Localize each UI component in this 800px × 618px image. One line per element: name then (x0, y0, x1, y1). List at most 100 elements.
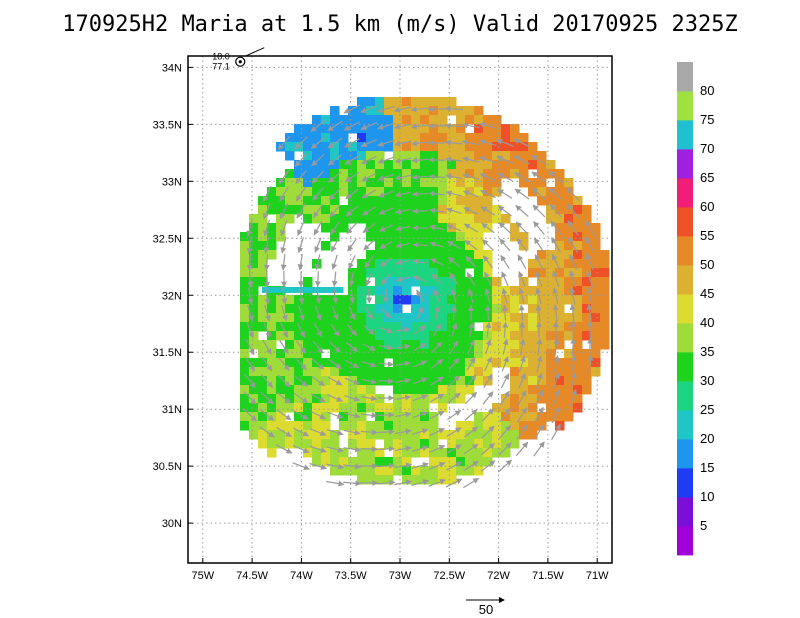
wind-cell (474, 412, 484, 422)
wind-cell (546, 403, 556, 413)
wind-vector (568, 236, 578, 253)
wind-cell (375, 250, 385, 260)
wind-cell (393, 268, 403, 278)
wind-cell (528, 412, 538, 422)
wind-cell (447, 322, 457, 332)
wind-cell (537, 160, 547, 170)
wind-cell (546, 160, 556, 170)
wind-cell (402, 439, 412, 449)
wind-cell (555, 277, 565, 287)
wind-vector (310, 120, 326, 132)
wind-cell (447, 106, 457, 116)
wind-cell (564, 313, 574, 323)
annotation-dot (238, 60, 242, 64)
wind-cell (591, 232, 601, 242)
wind-cell (456, 457, 466, 467)
wind-cell (375, 286, 385, 296)
wind-vector (450, 288, 457, 303)
wind-vector (499, 407, 511, 423)
wind-cell (420, 421, 430, 431)
wind-vector (360, 105, 378, 114)
wind-cell (474, 340, 484, 350)
wind-cell (474, 142, 484, 152)
wind-cell (339, 358, 349, 368)
wind-cell (393, 196, 403, 206)
wind-cell (456, 124, 466, 134)
wind-vector (432, 323, 442, 337)
wind-cell (438, 178, 448, 188)
wind-cell (537, 394, 547, 404)
wind-vector (259, 426, 275, 438)
wind-cell (294, 169, 304, 179)
wind-cell (492, 169, 502, 179)
wind-vector (281, 305, 288, 322)
x-tick-label: 72.5W (433, 570, 465, 582)
wind-cell (366, 124, 376, 134)
wind-cell (564, 250, 574, 260)
wind-cell (393, 439, 403, 449)
x-tick-label: 73W (389, 570, 412, 582)
wind-cell (249, 304, 259, 314)
wind-vector (377, 156, 395, 164)
wind-cell (555, 232, 565, 242)
wind-cell (402, 232, 412, 242)
wind-cell (510, 313, 520, 323)
wind-cell (249, 421, 259, 431)
wind-vector (395, 411, 412, 418)
wind-cell (330, 331, 340, 341)
wind-cell (492, 313, 502, 323)
wind-vector (393, 106, 412, 113)
wind-vector (263, 236, 270, 254)
wind-cell (240, 295, 250, 305)
wind-cell (285, 187, 295, 197)
wind-vector (379, 257, 392, 267)
wind-cell (456, 259, 466, 269)
wind-vector (551, 253, 561, 270)
wind-cell (366, 214, 376, 224)
wind-cell (420, 313, 430, 323)
wind-cell (339, 151, 349, 161)
wind-cell (402, 124, 412, 134)
wind-vector (243, 408, 258, 422)
wind-cell (492, 430, 502, 440)
wind-vector (536, 355, 543, 373)
wind-vector (377, 428, 395, 435)
wind-cell (357, 205, 367, 215)
wind-cell (555, 187, 565, 197)
wind-cell (537, 412, 547, 422)
wind-cell (402, 448, 412, 458)
wind-cell (357, 97, 367, 107)
wind-cell (267, 385, 277, 395)
wind-vector (498, 425, 512, 439)
wind-cell (348, 403, 358, 413)
wind-cell (375, 277, 385, 287)
wind-cell (429, 187, 439, 197)
wind-cell (240, 232, 250, 242)
wind-vector (478, 122, 497, 129)
colorbar-label: 65 (700, 170, 714, 185)
wind-cell (312, 367, 322, 377)
wind-cell (546, 358, 556, 368)
center-annotation: 18.077.1 (212, 47, 265, 72)
wind-vector (500, 373, 510, 389)
wind-cell (298, 286, 308, 293)
wind-cell (249, 385, 259, 395)
wind-cell (375, 241, 385, 251)
wind-vector (343, 429, 361, 436)
x-tick-label: 71W (586, 570, 609, 582)
wind-cell (321, 115, 331, 125)
wind-vector (378, 224, 393, 232)
wind-cell (276, 205, 286, 215)
wind-cell (285, 376, 295, 386)
wind-cell (276, 394, 286, 404)
wind-vector (535, 270, 543, 287)
wind-cell (384, 178, 394, 188)
wind-cell (420, 394, 430, 404)
wind-cell (294, 430, 304, 440)
wind-cell (420, 430, 430, 440)
wind-cell (528, 268, 538, 278)
wind-cell (510, 232, 520, 242)
wind-cell (330, 439, 340, 449)
wind-cell (303, 205, 313, 215)
wind-cell (456, 187, 466, 197)
